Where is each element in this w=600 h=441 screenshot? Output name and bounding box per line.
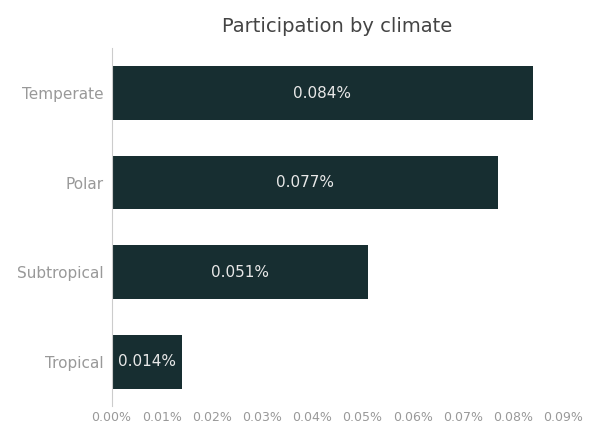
Text: 0.051%: 0.051% — [211, 265, 269, 280]
Title: Participation by climate: Participation by climate — [223, 17, 452, 36]
Bar — [112, 66, 533, 120]
Bar — [112, 335, 182, 389]
Text: 0.077%: 0.077% — [276, 175, 334, 190]
Text: 0.014%: 0.014% — [118, 354, 176, 369]
Text: 0.084%: 0.084% — [293, 86, 352, 101]
Bar — [112, 245, 368, 299]
Bar — [112, 156, 498, 209]
